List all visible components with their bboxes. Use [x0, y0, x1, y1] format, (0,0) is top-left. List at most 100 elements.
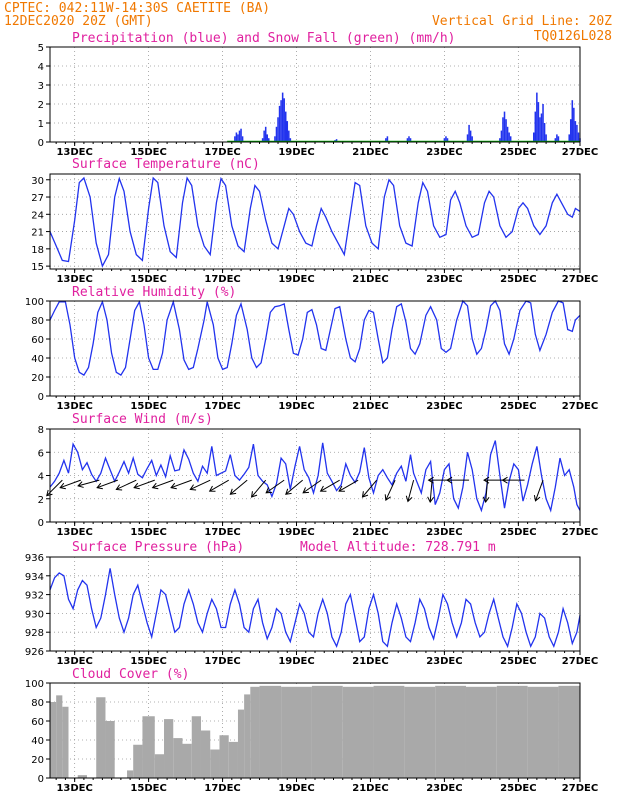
- cloud-bar: [77, 775, 87, 778]
- xtick-label: 21DEC: [352, 656, 388, 667]
- wind-arrow: [77, 479, 100, 487]
- precip-bar: [283, 98, 285, 142]
- xtick-label: 21DEC: [352, 274, 388, 285]
- precip-bar: [568, 134, 570, 142]
- wind-arrowhead: [77, 481, 84, 488]
- precip-bar: [545, 134, 547, 142]
- wind-arrow: [407, 480, 415, 502]
- ytick-label: 80: [31, 698, 44, 709]
- cloud-bar: [244, 694, 251, 778]
- wind-arrow: [485, 480, 489, 503]
- precip-bar: [503, 111, 506, 142]
- wind-arrowhead: [265, 487, 273, 494]
- xtick-label: 23DEC: [426, 783, 462, 794]
- wind-arrowhead: [483, 476, 490, 484]
- precip-bar: [508, 132, 510, 142]
- panel-temp: 15 18 21 24 27 30 13DEC 15DEC 17DEC 19DEC 21DEC 23D…: [31, 157, 598, 285]
- precip-bar: [468, 124, 470, 142]
- precip-bar: [500, 130, 503, 142]
- xtick-label: 19DEC: [278, 274, 314, 285]
- wind-arrow: [59, 479, 81, 489]
- xtick-label: 19DEC: [278, 783, 314, 794]
- ytick-label: 926: [25, 647, 44, 658]
- wind-arrow: [535, 479, 544, 501]
- ytick-label: 2: [38, 100, 44, 111]
- precip-bar: [533, 132, 535, 142]
- ytick-label: 4: [38, 62, 44, 73]
- precip-bar: [569, 119, 572, 142]
- xtick-label: 27DEC: [562, 401, 598, 412]
- ytick-label: 4: [38, 472, 44, 483]
- ytick-label: 6: [38, 448, 44, 459]
- precip-bar: [386, 136, 389, 142]
- ytick-label: 936: [25, 553, 44, 564]
- cloud-bar: [105, 721, 115, 778]
- xtick-label: 17DEC: [204, 527, 240, 538]
- wind-arrow: [190, 479, 211, 490]
- panel-title: Relative Humidity (%): [72, 285, 236, 300]
- cloud-bar: [404, 686, 436, 778]
- cloud-bar: [259, 685, 282, 778]
- precip-bar: [241, 136, 244, 142]
- precip-bar: [238, 130, 241, 142]
- panel-bg: [50, 47, 580, 142]
- wind-arrow: [320, 479, 340, 492]
- ytick-label: 100: [25, 679, 44, 690]
- precip-bar: [557, 136, 560, 142]
- precip-bar: [573, 107, 575, 142]
- cloud-bar: [56, 695, 63, 778]
- panel-title: Cloud Cover (%): [72, 667, 189, 682]
- cloud-bar: [191, 716, 201, 778]
- precip-bar: [577, 132, 580, 142]
- xtick-label: 23DEC: [426, 527, 462, 538]
- precip-bar: [266, 134, 269, 142]
- xtick-label: 25DEC: [500, 147, 536, 158]
- xtick-label: 25DEC: [500, 274, 536, 285]
- cloud-bar: [237, 709, 245, 778]
- wind-arrowhead: [115, 484, 123, 491]
- xtick-label: 15DEC: [130, 783, 166, 794]
- xtick-label: 15DEC: [130, 656, 166, 667]
- xtick-label: 15DEC: [130, 147, 166, 158]
- cloud-bar: [50, 702, 57, 778]
- precip-bar: [469, 130, 472, 142]
- precip-bar: [240, 128, 242, 142]
- xtick-label: 23DEC: [426, 401, 462, 412]
- xtick-label: 13DEC: [56, 274, 92, 285]
- ytick-label: 20: [31, 373, 44, 384]
- ytick-label: 100: [25, 297, 44, 308]
- xtick-label: 21DEC: [352, 147, 388, 158]
- panel-title: Surface Pressure (hPa): [72, 540, 244, 555]
- xtick-label: 13DEC: [56, 656, 92, 667]
- cloud-bar: [465, 686, 497, 778]
- wind-arrow: [429, 480, 433, 503]
- header-station: CPTEC: 042:11W-14:30S CAETITE (BA): [4, 1, 270, 16]
- wind-arrow: [265, 479, 285, 494]
- cloud-bar: [250, 686, 260, 778]
- wind-arrow: [133, 479, 155, 489]
- xtick-label: 23DEC: [426, 656, 462, 667]
- panel-title: Precipitation (blue) and Snow Fall (gree…: [72, 31, 456, 46]
- cloud-bar: [96, 697, 106, 778]
- cloud-bar: [182, 743, 192, 778]
- panel-title: Surface Wind (m/s): [72, 412, 213, 427]
- panel-title: Surface Temperature (nC): [72, 157, 260, 172]
- ytick-label: 0: [38, 774, 44, 785]
- wind-arrowhead: [151, 482, 159, 490]
- wind-arrowhead: [133, 482, 140, 490]
- xtick-label: 17DEC: [204, 783, 240, 794]
- xtick-label: 27DEC: [562, 656, 598, 667]
- cloud-bar: [142, 716, 155, 778]
- precip-bar: [268, 138, 270, 142]
- cloud-bar: [127, 770, 134, 778]
- cloud-bar: [342, 686, 374, 778]
- precip-bar: [534, 111, 537, 142]
- xtick-label: 25DEC: [500, 527, 536, 538]
- precip-bar: [499, 138, 501, 142]
- wind-arrowhead: [302, 487, 309, 494]
- ytick-label: 3: [38, 81, 44, 92]
- precip-bar: [408, 136, 410, 142]
- cloud-bar: [133, 744, 143, 778]
- ytick-label: 40: [31, 736, 44, 747]
